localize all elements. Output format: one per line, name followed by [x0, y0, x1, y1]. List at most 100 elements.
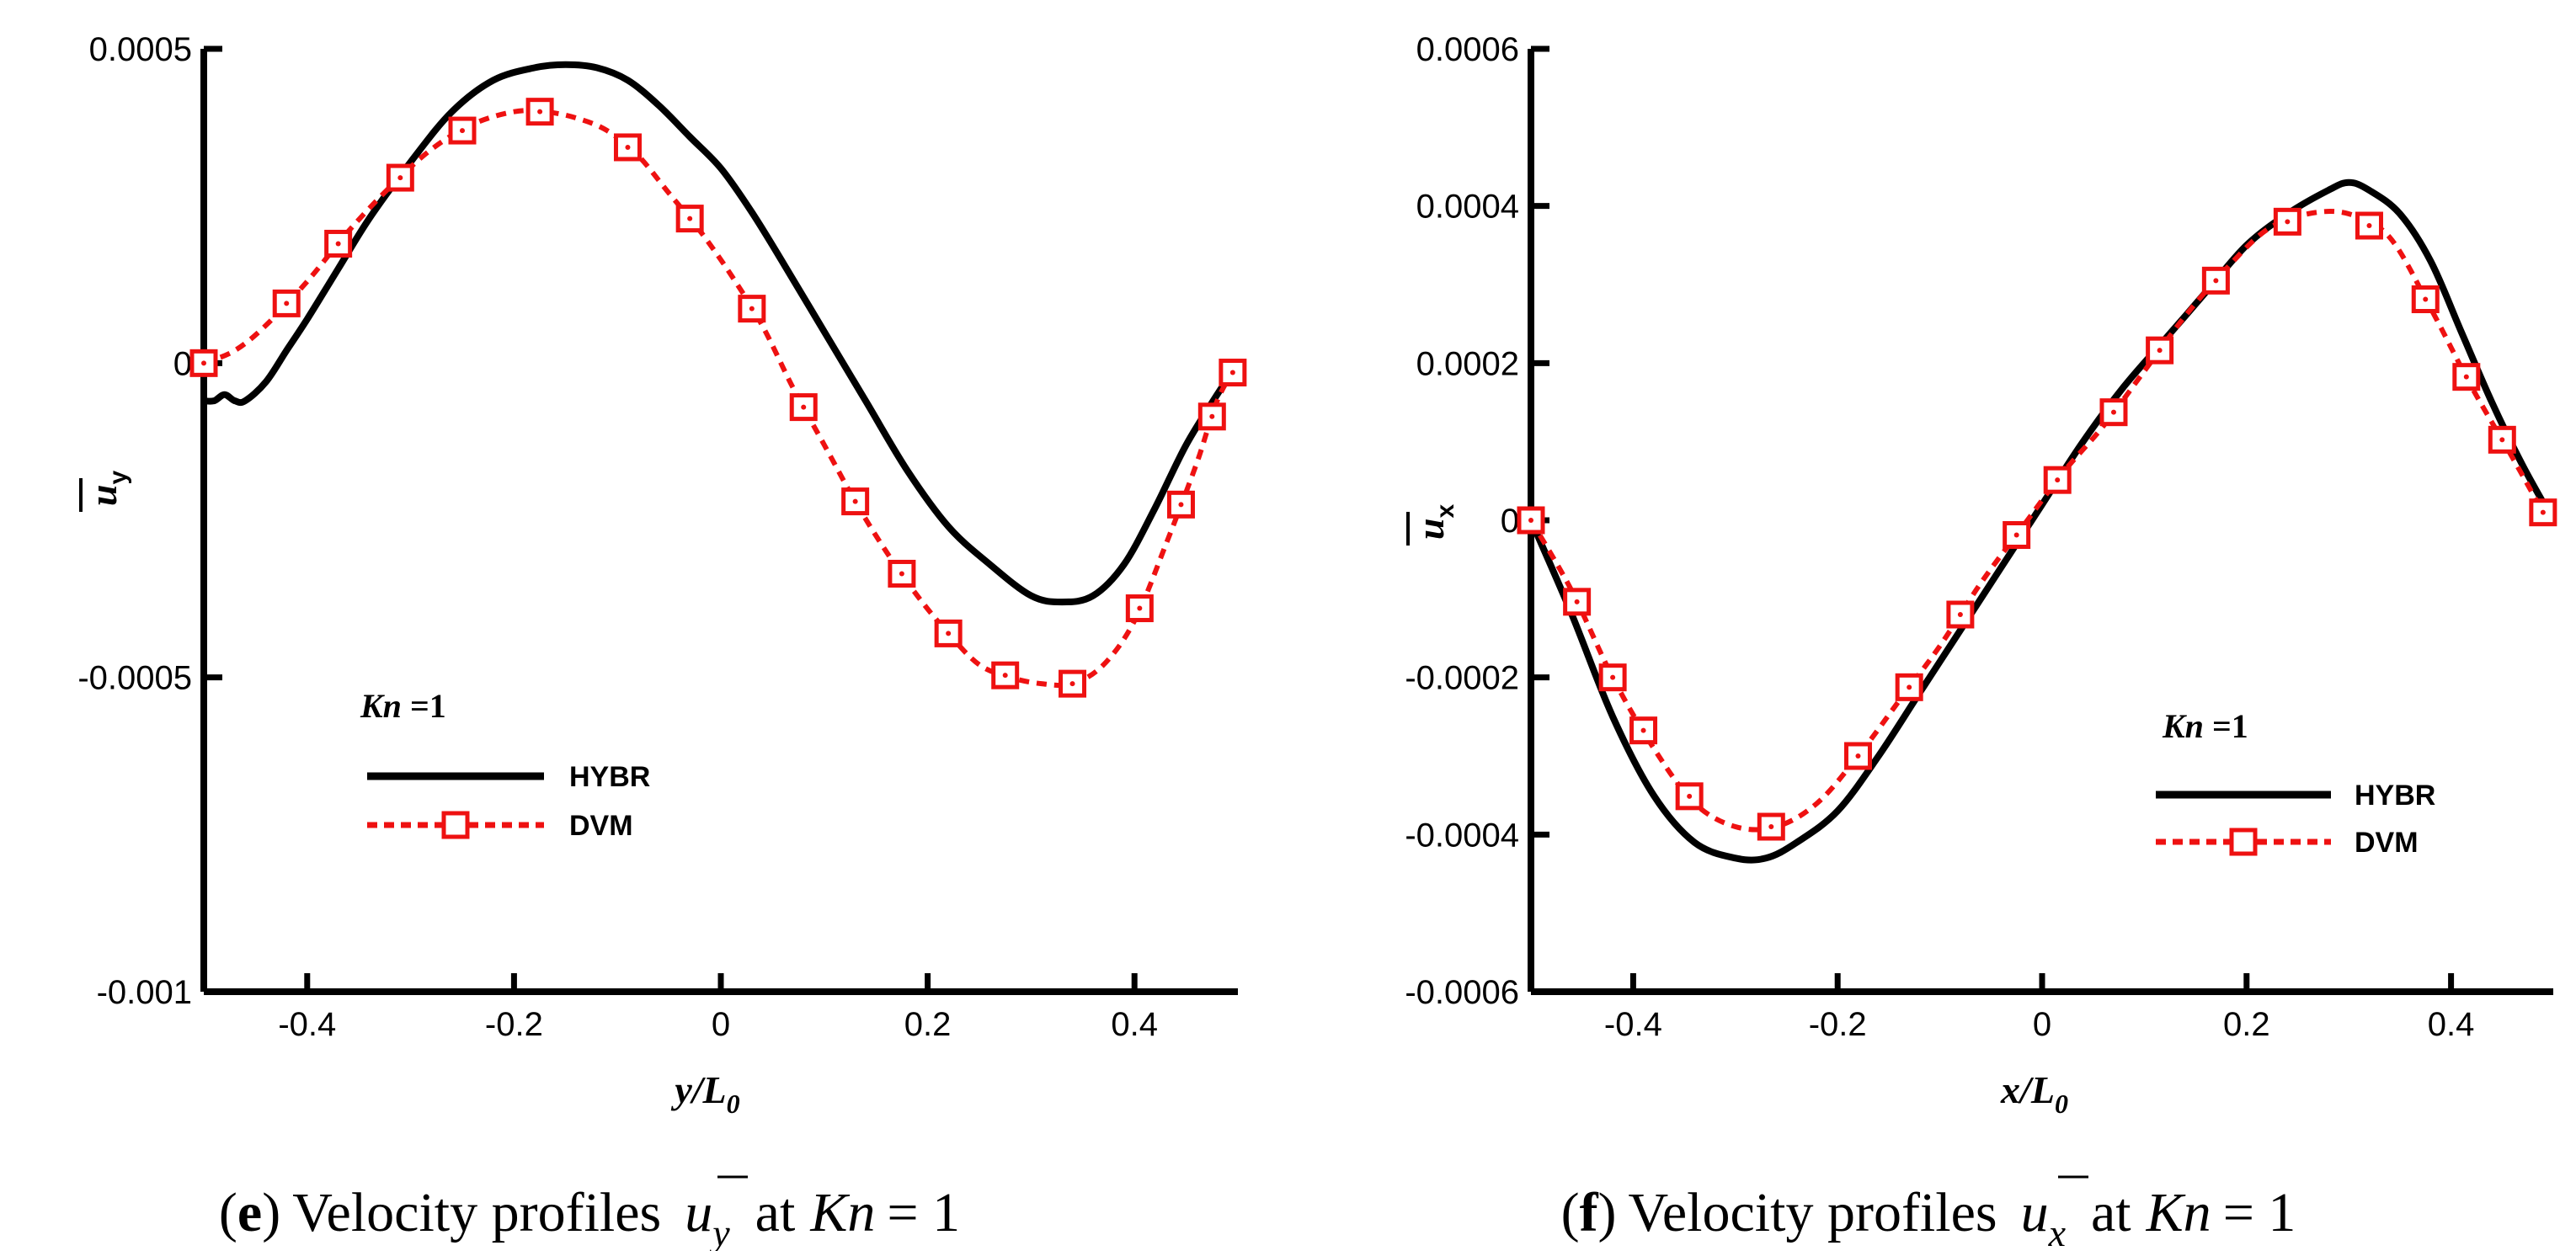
f-y-tick-label: -0.0002	[1405, 660, 1519, 697]
f-dvm-marker-dot	[1687, 793, 1693, 799]
e-caption-kn: Kn	[809, 1182, 875, 1243]
e-dvm-marker-dot	[1229, 370, 1235, 375]
e-x-tick-label: 0.4	[1111, 1006, 1158, 1043]
f-dvm-marker-dot	[1610, 674, 1616, 680]
e-axes-frame	[200, 49, 1238, 995]
f-markers	[1517, 207, 2557, 841]
e-caption: (e) Velocity profiles uy at Kn = 1	[219, 1182, 960, 1251]
e-x-label-sub: 0	[727, 1089, 740, 1119]
e-x-label-main: y/L	[670, 1068, 726, 1111]
e-dvm-marker	[1197, 402, 1226, 431]
e-dvm-marker-dot	[1069, 681, 1075, 687]
f-dvm-marker-dot	[2055, 477, 2061, 483]
f-dvm-marker-dot	[2463, 374, 2469, 380]
e-caption-open: (	[219, 1182, 237, 1243]
e-caption-close: )	[262, 1182, 280, 1243]
e-dvm-marker-dot	[801, 404, 807, 410]
f-y-label-sub: x	[1432, 504, 1459, 519]
e-dvm-marker	[324, 229, 353, 258]
e-y-label-symbol: u	[82, 485, 125, 507]
e-dvm-marker-dot	[852, 498, 858, 504]
f-y-tick-label: -0.0006	[1405, 974, 1519, 1011]
f-caption-text: Velocity profiles	[1629, 1182, 1997, 1243]
f-dvm-marker-dot	[1574, 599, 1580, 604]
f-caption-close: )	[1598, 1182, 1617, 1243]
f-dvm-marker	[1675, 782, 1704, 811]
e-y-tick-label: 0	[173, 345, 192, 382]
e-dvm-marker-dot	[1209, 413, 1215, 419]
e-dvm-marker-dot	[201, 360, 206, 366]
e-legend-dvm-label: DVM	[569, 810, 633, 842]
e-caption-letter: e	[237, 1182, 262, 1243]
f-x-tick-label: -0.2	[1809, 1006, 1867, 1043]
f-caption-open: (	[1561, 1182, 1580, 1243]
f-series	[1528, 178, 2557, 864]
f-caption-kn: Kn	[2146, 1182, 2211, 1243]
e-caption-sub: y	[709, 1211, 730, 1251]
f-caption-eq: = 1	[2223, 1182, 2296, 1243]
f-dvm-marker-dot	[2013, 532, 2019, 538]
e-x-tick-label: -0.4	[278, 1006, 336, 1043]
e-series-hybr-line	[200, 61, 1241, 606]
f-caption-letter: f	[1580, 1182, 1599, 1243]
f-dvm-marker-dot	[2213, 278, 2219, 284]
e-legend-title: Kn =1	[360, 687, 446, 725]
e-dvm-marker	[675, 205, 704, 233]
e-x-tick-label: 0.2	[904, 1006, 952, 1043]
e-x-tick-label: 0	[712, 1006, 730, 1043]
e-dvm-marker-dot	[1178, 502, 1184, 508]
f-dvm-marker-dot	[2157, 348, 2163, 354]
e-legend-dvm-marker	[441, 811, 470, 839]
e-dvm-marker-dot	[1002, 673, 1008, 679]
f-x-label-main: x/L	[2000, 1068, 2055, 1111]
e-y-label-sub: y	[104, 471, 132, 485]
e-dvm-marker-dot	[397, 175, 403, 181]
e-x-axis-label: y/L0	[670, 1068, 739, 1119]
e-ticks: -0.001 -0.0005 0 0.0005 -0.4 -0.2 0 0.2 0.4	[77, 31, 1158, 1043]
f-caption-symbol: u	[2021, 1182, 2049, 1243]
f-caption-sub: x	[2048, 1211, 2067, 1251]
e-y-tick-label: -0.0005	[77, 660, 192, 697]
f-dvm-marker-dot	[1768, 824, 1774, 829]
f-legend-title-kn: Kn	[2162, 707, 2204, 745]
e-markers	[189, 98, 1247, 698]
f-legend-dvm-label: DVM	[2355, 827, 2419, 859]
f-y-label-symbol: u	[1409, 519, 1452, 540]
e-caption-symbol: u	[685, 1182, 712, 1243]
e-dvm-marker-dot	[1137, 605, 1143, 611]
f-legend-hybr-label: HYBR	[2355, 780, 2435, 812]
e-caption-eq: = 1	[887, 1182, 960, 1243]
e-legend: Kn =1 HYBR DVM	[360, 687, 650, 842]
f-x-axis-label: x/L0	[2000, 1068, 2068, 1119]
e-caption-at: at	[755, 1182, 796, 1243]
f-dvm-marker-dot	[2285, 219, 2291, 225]
f-legend: Kn =1 HYBR DVM	[2156, 707, 2435, 859]
f-ticks: -0.0006 -0.0004 -0.0002 0 0.0002 0.0004 0.0006…	[1405, 31, 2474, 1043]
f-legend-title: Kn =1	[2162, 707, 2248, 745]
f-series-dvm-line	[1528, 209, 2546, 833]
f-dvm-marker-dot	[1528, 518, 1533, 523]
f-legend-dvm-marker	[2229, 828, 2258, 856]
svg-text:ux: ux	[1409, 504, 1459, 540]
f-dvm-marker-dot	[1640, 727, 1646, 733]
e-dvm-marker	[525, 98, 554, 126]
f-dvm-marker-dot	[2110, 409, 2116, 415]
f-x-tick-label: -0.4	[1604, 1006, 1662, 1043]
e-dvm-marker-dot	[749, 306, 755, 311]
f-dvm-marker-dot	[1855, 753, 1861, 759]
e-legend-title-eq: =1	[402, 687, 446, 725]
e-dvm-marker-dot	[284, 301, 290, 306]
f-y-tick-label: 0	[1501, 503, 1519, 540]
e-dvm-marker-dot	[537, 109, 543, 114]
e-dvm-marker-dot	[335, 241, 341, 247]
f-dvm-marker-dot	[1957, 612, 1963, 617]
f-y-tick-label: 0.0004	[1416, 189, 1519, 226]
f-x-label-sub: 0	[2055, 1089, 2068, 1119]
f-dvm-marker-dot	[2499, 437, 2505, 443]
f-x-tick-label: 0	[2033, 1006, 2051, 1043]
e-dvm-marker-dot	[899, 571, 904, 577]
f-caption-at: at	[2091, 1182, 2131, 1243]
e-dvm-marker-dot	[625, 144, 631, 150]
